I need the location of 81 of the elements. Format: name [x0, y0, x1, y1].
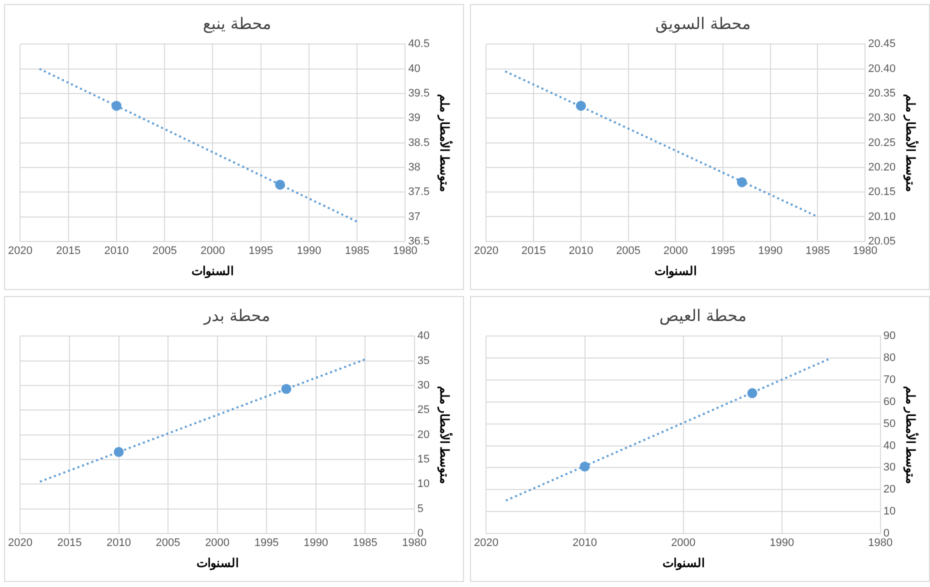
x-tick-label: 1995 [254, 537, 279, 550]
y-axis-title: متوسط الأمطار ملم [902, 94, 918, 192]
x-tick-label: 2010 [104, 245, 129, 258]
chart-title: محطة العيص [659, 306, 747, 325]
y-tick-label: 60 [883, 396, 896, 408]
x-tick-label: 2010 [106, 537, 132, 550]
y-tick-label: 30 [417, 380, 430, 392]
y-axis-title: متوسط الأمطار ملم [436, 94, 452, 192]
chart-title: محطة بدر [202, 306, 270, 325]
y-tick-label: 5 [417, 502, 424, 515]
x-tick-label: 2015 [56, 245, 81, 258]
y-tick-label: 40 [408, 62, 420, 75]
x-tick-label: 2020 [474, 537, 498, 550]
y-tick-label: 20.35 [868, 88, 896, 100]
y-tick-label: 20.15 [868, 186, 896, 198]
x-tick-label: 2010 [572, 537, 598, 550]
x-tick-label: 2005 [152, 245, 177, 258]
y-tick-label: 37 [408, 210, 420, 223]
x-tick-label: 1980 [852, 245, 878, 258]
y-tick-label: 38.5 [408, 136, 430, 149]
x-tick-label: 1980 [868, 537, 893, 550]
y-tick-label: 20.25 [868, 136, 896, 149]
x-axis-title: السنوات [196, 556, 238, 572]
x-tick-label: 1990 [770, 537, 794, 550]
x-tick-label: 2000 [671, 537, 696, 550]
y-tick-label: 15 [417, 453, 430, 466]
y-tick-label: 20.10 [868, 210, 896, 223]
x-tick-label: 1990 [304, 537, 328, 550]
chart-title: محطة ينبع [202, 14, 272, 33]
x-tick-label: 2010 [568, 245, 594, 258]
y-tick-label: 10 [417, 478, 430, 490]
x-tick-label: 1990 [296, 245, 322, 258]
y-tick-label: 35 [417, 354, 430, 367]
y-tick-label: 20.30 [868, 112, 896, 124]
y-tick-label: 20.20 [868, 161, 896, 174]
x-axis-title: السنوات [192, 264, 234, 280]
x-tick-label: 2005 [616, 245, 641, 258]
y-tick-label: 40 [417, 330, 430, 342]
y-tick-label: 40 [883, 440, 896, 452]
x-tick-label: 1985 [805, 245, 830, 258]
y-tick-label: 0 [417, 527, 424, 540]
x-tick-label: 1980 [402, 537, 427, 550]
x-tick-label: 2005 [156, 537, 180, 550]
y-tick-label: 20.40 [868, 62, 896, 75]
x-tick-label: 1995 [248, 245, 274, 258]
x-tick-label: 2000 [200, 245, 225, 258]
x-tick-label: 2000 [663, 245, 688, 258]
x-tick-label: 1985 [344, 245, 370, 258]
x-tick-label: 1990 [758, 245, 783, 258]
y-tick-label: 50 [883, 418, 896, 430]
y-tick-label: 40.5 [408, 38, 430, 50]
x-tick-label: 2020 [474, 245, 498, 258]
y-tick-label: 36.5 [408, 235, 430, 248]
y-tick-label: 70 [883, 374, 896, 386]
y-tick-label: 39 [408, 112, 420, 124]
y-tick-label: 20 [417, 428, 430, 441]
y-tick-label: 20.05 [868, 235, 896, 248]
y-tick-label: 0 [883, 527, 890, 540]
y-axis-title: متوسط الأمطار ملم [902, 386, 918, 484]
y-tick-label: 37.5 [408, 186, 430, 198]
x-tick-label: 1980 [392, 245, 418, 258]
x-tick-label: 2015 [521, 245, 546, 258]
x-tick-label: 2015 [57, 537, 82, 550]
x-tick-label: 2000 [205, 537, 230, 550]
y-tick-label: 10 [883, 506, 896, 518]
y-tick-label: 25 [417, 404, 430, 416]
x-axis-title: السنوات [662, 556, 704, 572]
x-tick-label: 1995 [710, 245, 736, 258]
y-axis-title: متوسط الأمطار ملم [436, 386, 452, 484]
x-tick-label: 2020 [8, 537, 32, 550]
y-tick-label: 39.5 [408, 88, 430, 100]
y-tick-label: 80 [883, 352, 896, 364]
y-tick-label: 90 [883, 330, 896, 342]
chart-title: محطة السويق [655, 14, 751, 33]
y-tick-label: 20.45 [868, 38, 896, 50]
y-tick-label: 20 [883, 484, 896, 496]
x-tick-label: 1985 [352, 537, 378, 550]
x-axis-title: السنوات [654, 264, 697, 280]
x-tick-label: 2020 [8, 245, 32, 258]
y-tick-label: 38 [408, 161, 420, 174]
y-tick-label: 30 [883, 462, 896, 474]
